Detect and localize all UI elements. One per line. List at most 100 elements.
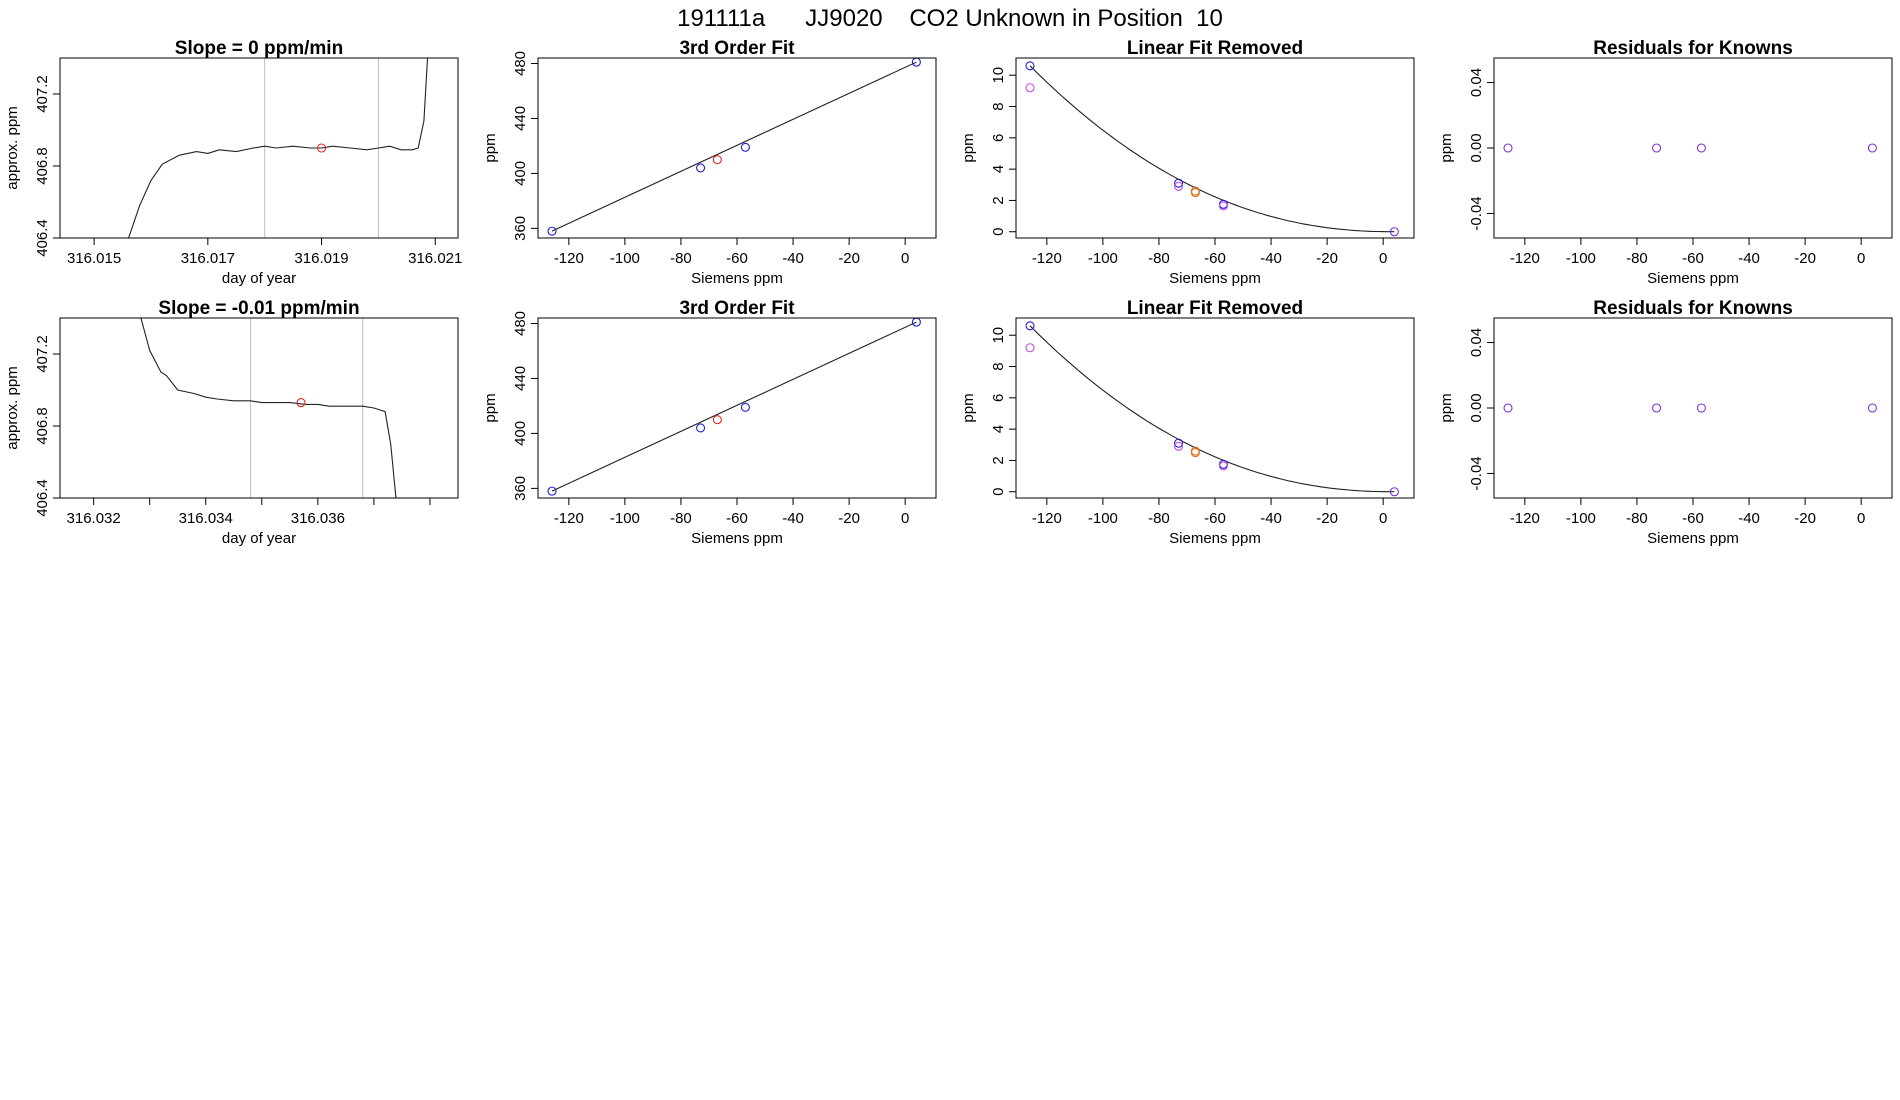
data-point (740, 402, 750, 412)
y-tick-label: 10 (990, 327, 1007, 344)
data-point (1867, 403, 1877, 413)
y-tick-label: 400 (512, 421, 529, 446)
data-point (1503, 143, 1513, 153)
x-tick-label: -20 (1794, 250, 1816, 267)
series-line (140, 318, 397, 498)
x-tick-label: -60 (726, 510, 748, 527)
data-point (696, 163, 706, 173)
panel-title: Slope = -0.01 ppm/min (158, 298, 359, 319)
x-tick-label: -40 (782, 510, 804, 527)
y-axis-label: ppm (482, 133, 499, 162)
data-point (1025, 83, 1035, 93)
plot-frame (1015, 317, 1415, 499)
data-point (712, 155, 722, 165)
x-tick-label: 0 (1379, 250, 1387, 267)
x-tick-label: 316.036 (291, 510, 345, 527)
y-tick-label: 400 (512, 161, 529, 186)
data-point (1174, 181, 1184, 191)
data-point (1190, 448, 1200, 458)
x-tick-label: 0 (901, 250, 909, 267)
y-axis-label: approx. ppm (4, 366, 21, 449)
plot-frame (537, 57, 937, 239)
y-tick-label: 6 (990, 394, 1007, 402)
panel-4: -120 -100 -80 -60 -40 -20 0 -0.04 0.00 0.04 Residu… (1438, 38, 1893, 287)
y-axis-label: approx. ppm (4, 106, 21, 189)
data-point (316, 143, 327, 153)
x-tick-label: -100 (1088, 510, 1118, 527)
y-tick-label: 0 (990, 228, 1007, 236)
panel-title: Linear Fit Removed (1127, 298, 1303, 319)
plot-area (1025, 61, 1399, 237)
y-axis-label: ppm (482, 393, 499, 422)
x-tick-label: 0 (1857, 510, 1865, 527)
panel-title: 3rd Order Fit (679, 38, 795, 59)
data-point (1503, 403, 1513, 413)
y-tick-label: 2 (990, 456, 1007, 464)
y-tick-label: 8 (990, 362, 1007, 370)
data-point (740, 142, 750, 152)
y-tick-label: 0.00 (1468, 133, 1485, 162)
y-tick-label: -0.04 (1468, 196, 1485, 230)
data-point (1174, 441, 1184, 451)
panel-title: Residuals for Knowns (1593, 298, 1793, 319)
data-point (1174, 438, 1184, 448)
fit-line (551, 61, 917, 232)
fit-curve (1029, 325, 1395, 493)
data-point (1867, 143, 1877, 153)
y-tick-label: 406.4 (34, 219, 51, 257)
x-tick-label: -120 (1032, 510, 1062, 527)
panel-6: -120 -100 -80 -60 -40 -20 0 360 400 440 480 3rd Ord… (482, 298, 937, 547)
data-point (1190, 188, 1200, 198)
x-tick-label: -80 (1148, 510, 1170, 527)
panel-8: -120 -100 -80 -60 -40 -20 0 -0.04 0.00 0.04 Residu… (1438, 298, 1893, 547)
y-tick-label: 480 (512, 311, 529, 336)
y-tick-label: 8 (990, 102, 1007, 110)
x-tick-label: -100 (1566, 250, 1596, 267)
x-tick-label: -100 (610, 250, 640, 267)
x-tick-label: 316.021 (408, 250, 462, 267)
plot-frame (1493, 57, 1893, 239)
x-tick-label: 0 (901, 510, 909, 527)
plot-area (547, 58, 921, 236)
panel-5: 316.032 316.034 316.036 406.4 406.8 407.2 Slop… (4, 298, 459, 547)
plot-frame (1015, 57, 1415, 239)
plot-area (1503, 403, 1877, 413)
plot-area (140, 318, 397, 498)
x-axis-label: Siemens ppm (1169, 270, 1261, 287)
y-tick-label: 360 (512, 216, 529, 241)
panel-title: Residuals for Knowns (1593, 38, 1793, 59)
x-tick-label: -20 (838, 250, 860, 267)
data-point (1218, 201, 1228, 211)
x-tick-label: -60 (1204, 510, 1226, 527)
x-tick-label: -60 (1682, 510, 1704, 527)
plot-area (1503, 143, 1877, 153)
x-tick-label: 316.034 (179, 510, 233, 527)
y-axis-label: ppm (1438, 133, 1455, 162)
x-tick-label: -120 (554, 250, 584, 267)
y-tick-label: 4 (990, 165, 1007, 173)
y-tick-label: 406.8 (34, 147, 51, 185)
panel-title: Linear Fit Removed (1127, 38, 1303, 59)
panel-3: -120 -100 -80 -60 -40 -20 0 0 2 4 6 8 10 Linear Fit R… (960, 38, 1415, 287)
y-tick-label: 406.4 (34, 479, 51, 517)
x-axis-label: Siemens ppm (1169, 530, 1261, 547)
x-tick-label: -40 (1738, 510, 1760, 527)
data-point (1218, 461, 1228, 471)
x-tick-label: 316.015 (67, 250, 121, 267)
x-tick-label: -100 (610, 510, 640, 527)
x-tick-label: 0 (1857, 250, 1865, 267)
x-tick-label: -80 (670, 510, 692, 527)
data-point (712, 415, 722, 425)
series-line (128, 58, 429, 238)
x-tick-label: 316.017 (181, 250, 235, 267)
plot-area (547, 318, 921, 496)
x-axis-label: day of year (222, 530, 296, 547)
y-tick-label: 0.00 (1468, 393, 1485, 422)
data-point (1389, 227, 1399, 237)
x-axis-label: Siemens ppm (691, 270, 783, 287)
plot-frame (537, 317, 937, 499)
data-point (1652, 403, 1662, 413)
x-tick-label: -60 (1204, 250, 1226, 267)
x-tick-label: -60 (1682, 250, 1704, 267)
x-tick-label: -120 (1032, 250, 1062, 267)
